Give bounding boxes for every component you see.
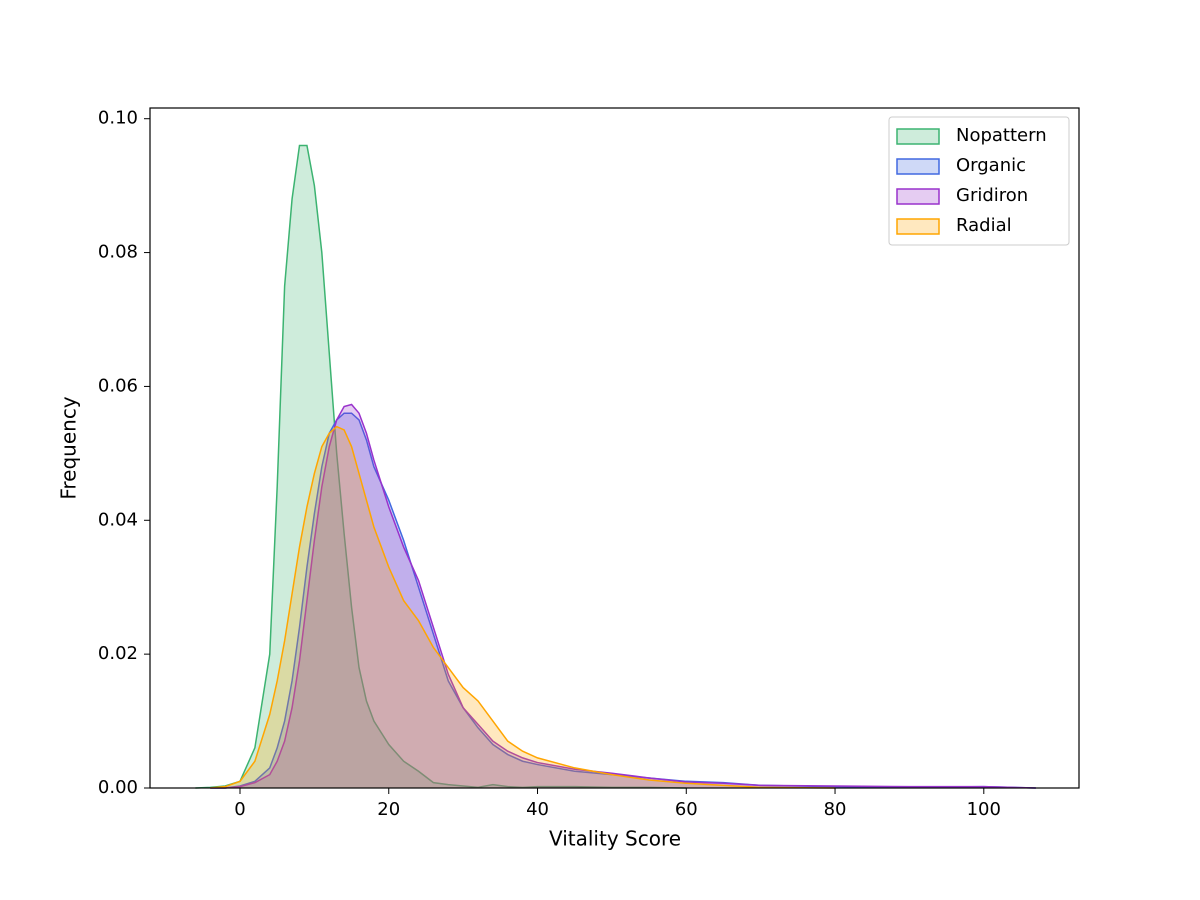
- x-tick-label: 60: [675, 799, 698, 820]
- legend-swatch: [896, 128, 940, 145]
- y-tick-label: 0.10: [98, 108, 138, 129]
- legend: Nopattern Organic Gridiron Radial: [888, 116, 1070, 246]
- y-tick-label: 0.04: [98, 509, 138, 530]
- density-line: [195, 144, 687, 789]
- y-tick-label: 0.06: [98, 375, 138, 396]
- x-tick-label: 100: [967, 799, 1001, 820]
- legend-label: Organic: [956, 155, 1026, 176]
- legend-swatch: [896, 158, 940, 175]
- x-tick-label: 20: [377, 799, 400, 820]
- y-axis-label: Frequency: [57, 396, 81, 499]
- y-tick-label: 0.00: [98, 777, 138, 798]
- legend-swatch: [896, 188, 940, 205]
- density-area: [210, 413, 1036, 788]
- y-tick-label: 0.02: [98, 643, 138, 664]
- legend-box: [888, 116, 1070, 246]
- density-area: [210, 426, 836, 788]
- density-area: [210, 404, 1036, 788]
- legend-label: Gridiron: [956, 185, 1028, 206]
- density-line: [210, 425, 836, 789]
- y-tick-label: 0.08: [98, 242, 138, 263]
- legend-swatch: [896, 218, 940, 235]
- x-tick-label: 40: [526, 799, 549, 820]
- plot-frame: [149, 107, 1080, 789]
- density-area: [195, 145, 687, 789]
- legend-label: Radial: [956, 215, 1012, 236]
- legend-label: Nopattern: [956, 125, 1047, 146]
- x-tick-label: 80: [824, 799, 847, 820]
- x-tick-label: 0: [234, 799, 245, 820]
- x-axis-label: Vitality Score: [549, 827, 681, 851]
- density-line: [210, 403, 1036, 789]
